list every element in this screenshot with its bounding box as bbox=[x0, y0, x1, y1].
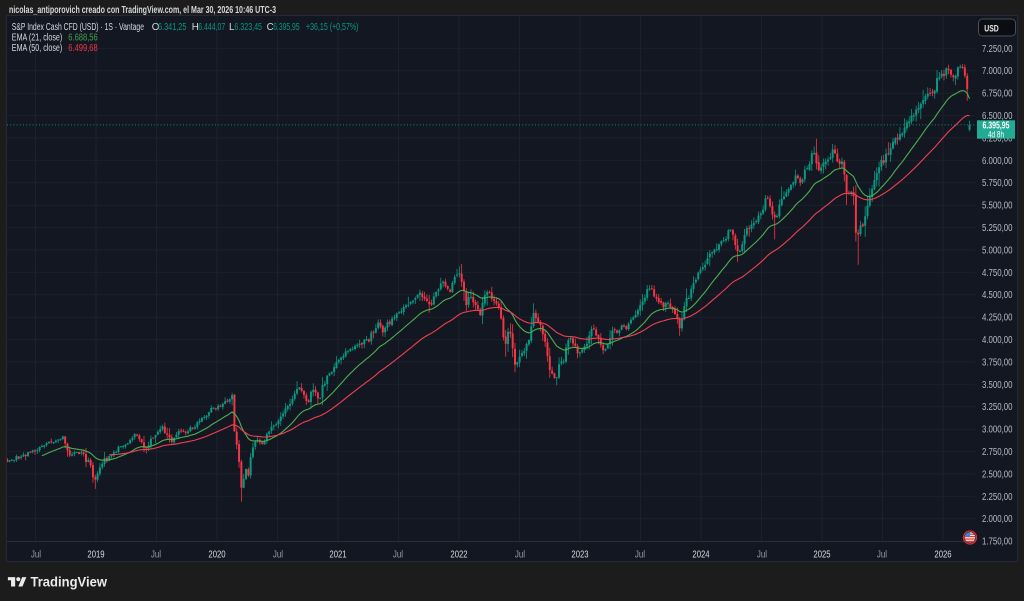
svg-text:4d 8h: 4d 8h bbox=[988, 130, 1004, 140]
svg-text:3.500,00: 3.500,00 bbox=[982, 380, 1013, 391]
svg-text:6.688,56: 6.688,56 bbox=[68, 32, 98, 43]
svg-text:nicolas_antiporovich creado co: nicolas_antiporovich creado con TradingV… bbox=[9, 5, 276, 16]
svg-text:EMA (50, close): EMA (50, close) bbox=[12, 43, 63, 54]
svg-text:6.000,00: 6.000,00 bbox=[982, 156, 1013, 167]
svg-text:Jul: Jul bbox=[393, 550, 403, 561]
svg-text:H: H bbox=[192, 22, 199, 33]
svg-text:4.000,00: 4.000,00 bbox=[982, 335, 1013, 346]
svg-text:3.750,00: 3.750,00 bbox=[982, 357, 1013, 368]
svg-text:6.323,45: 6.323,45 bbox=[234, 22, 262, 33]
svg-text:2.250,00: 2.250,00 bbox=[982, 492, 1013, 503]
svg-text:2023: 2023 bbox=[571, 550, 589, 561]
svg-text:2022: 2022 bbox=[450, 550, 468, 561]
svg-text:Jul: Jul bbox=[877, 550, 887, 561]
svg-text:S&P Index Cash CFD (USD) · 1S: S&P Index Cash CFD (USD) · 1S · Vantage bbox=[12, 22, 145, 33]
svg-text:Jul: Jul bbox=[515, 550, 525, 561]
svg-text:7.250,00: 7.250,00 bbox=[982, 44, 1013, 55]
svg-text:6.395,95: 6.395,95 bbox=[983, 121, 1010, 132]
svg-text:5.000,00: 5.000,00 bbox=[982, 245, 1013, 256]
svg-text:Jul: Jul bbox=[635, 550, 645, 561]
svg-text:4.750,00: 4.750,00 bbox=[982, 268, 1013, 279]
svg-text:6.750,00: 6.750,00 bbox=[982, 89, 1013, 100]
svg-text:2020: 2020 bbox=[208, 550, 226, 561]
svg-text:1.750,00: 1.750,00 bbox=[982, 537, 1013, 548]
svg-text:6.341,25: 6.341,25 bbox=[158, 22, 187, 33]
svg-text:5.250,00: 5.250,00 bbox=[982, 223, 1013, 234]
svg-text:2.000,00: 2.000,00 bbox=[982, 514, 1013, 525]
svg-text:6.499,68: 6.499,68 bbox=[68, 43, 98, 54]
svg-text:C: C bbox=[267, 22, 274, 33]
svg-text:Jul: Jul bbox=[151, 550, 161, 561]
svg-text:2.750,00: 2.750,00 bbox=[982, 447, 1013, 458]
svg-text:5.500,00: 5.500,00 bbox=[982, 201, 1013, 212]
svg-text:3.250,00: 3.250,00 bbox=[982, 402, 1013, 413]
svg-text:2.500,00: 2.500,00 bbox=[982, 469, 1013, 480]
svg-text:6.444,07: 6.444,07 bbox=[198, 22, 225, 33]
svg-text:2024: 2024 bbox=[692, 550, 710, 561]
svg-text:O: O bbox=[152, 22, 160, 33]
svg-text:TradingView: TradingView bbox=[31, 575, 108, 590]
svg-text:2019: 2019 bbox=[87, 550, 105, 561]
svg-text:L: L bbox=[229, 22, 235, 33]
svg-text:6.500,00: 6.500,00 bbox=[982, 111, 1013, 122]
svg-text:Jul: Jul bbox=[31, 550, 41, 561]
svg-text:+36,15 (+0,57%): +36,15 (+0,57%) bbox=[306, 22, 359, 33]
svg-text:6.395,95: 6.395,95 bbox=[273, 22, 300, 33]
svg-text:4.250,00: 4.250,00 bbox=[982, 313, 1013, 324]
svg-text:USD: USD bbox=[984, 23, 999, 33]
svg-text:2021: 2021 bbox=[329, 550, 347, 561]
svg-text:Jul: Jul bbox=[273, 550, 283, 561]
svg-text:7.000,00: 7.000,00 bbox=[982, 66, 1013, 77]
svg-text:2026: 2026 bbox=[934, 550, 952, 561]
svg-text:Jul: Jul bbox=[757, 550, 767, 561]
svg-text:5.750,00: 5.750,00 bbox=[982, 178, 1013, 189]
svg-text:2025: 2025 bbox=[813, 550, 831, 561]
svg-text:3.000,00: 3.000,00 bbox=[982, 425, 1013, 436]
svg-text:4.500,00: 4.500,00 bbox=[982, 290, 1013, 301]
svg-text:EMA (21, close): EMA (21, close) bbox=[12, 32, 63, 43]
svg-text:6.250,00: 6.250,00 bbox=[982, 133, 1013, 144]
